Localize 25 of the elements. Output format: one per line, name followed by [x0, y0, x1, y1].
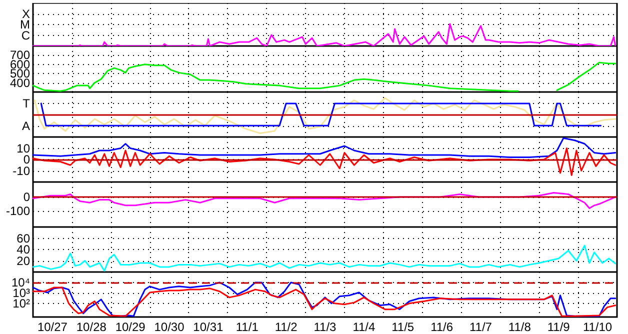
y-tick-label: 40 [16, 242, 30, 256]
y-tick-label: 0 [23, 190, 30, 204]
x-tick-label: 10/27 [37, 320, 68, 334]
y-tick-label: 10 [16, 141, 30, 156]
y-tick-label: -100 [6, 204, 30, 218]
x-tick-label: 11/10 [582, 320, 612, 334]
x-tick-label: 10/30 [154, 320, 185, 334]
x-tick-label: 11/4 [352, 320, 376, 334]
y-tick-label: 60 [16, 231, 30, 246]
x-tick-label: 11/6 [430, 320, 454, 334]
x-tick-label: 11/8 [508, 320, 532, 334]
x-tick-label: 11/7 [470, 320, 492, 334]
x-tick-label: 11/5 [392, 320, 414, 334]
x-tick-label: 11/3 [314, 320, 337, 334]
y-tick-label: 20 [16, 254, 30, 268]
x-tick-label: 10/29 [115, 320, 146, 334]
x-tick-label: 10/28 [76, 320, 107, 334]
y-tick-label: -10 [12, 164, 30, 178]
x-tick-label: 10/31 [193, 320, 224, 334]
x-tick-label: 11/1 [236, 320, 259, 334]
text: T [22, 96, 31, 110]
text: A [22, 118, 30, 133]
x-tick-label: 11/2 [274, 320, 298, 334]
y-tick-label: 0 [23, 152, 30, 166]
x-tick-label: 11/9 [547, 320, 570, 334]
